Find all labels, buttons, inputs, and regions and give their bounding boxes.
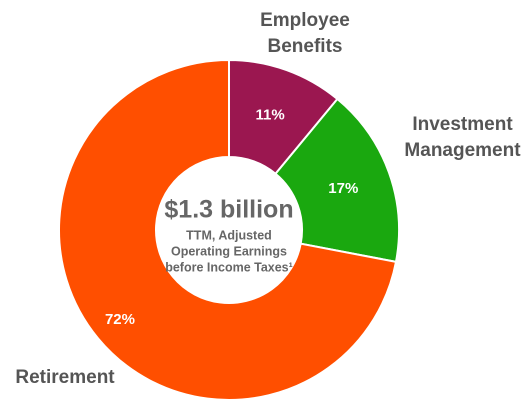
donut-segment — [274, 97, 400, 264]
center-title: $1.3 billion — [164, 196, 293, 224]
value-label: 72% — [105, 311, 135, 328]
value-label: 11% — [256, 107, 285, 124]
center-subtitle: TTM, Adjusted — [186, 228, 272, 242]
category-label: Employee Benefits — [260, 10, 350, 57]
center-subtitle: Operating Earnings — [171, 244, 287, 258]
category-label: Retirement — [15, 367, 115, 388]
center-subtitle: before Income Taxes¹ — [165, 260, 293, 274]
category-label: Investment Management — [404, 114, 521, 161]
value-label: 17% — [328, 180, 358, 197]
donut-segment — [58, 58, 398, 401]
